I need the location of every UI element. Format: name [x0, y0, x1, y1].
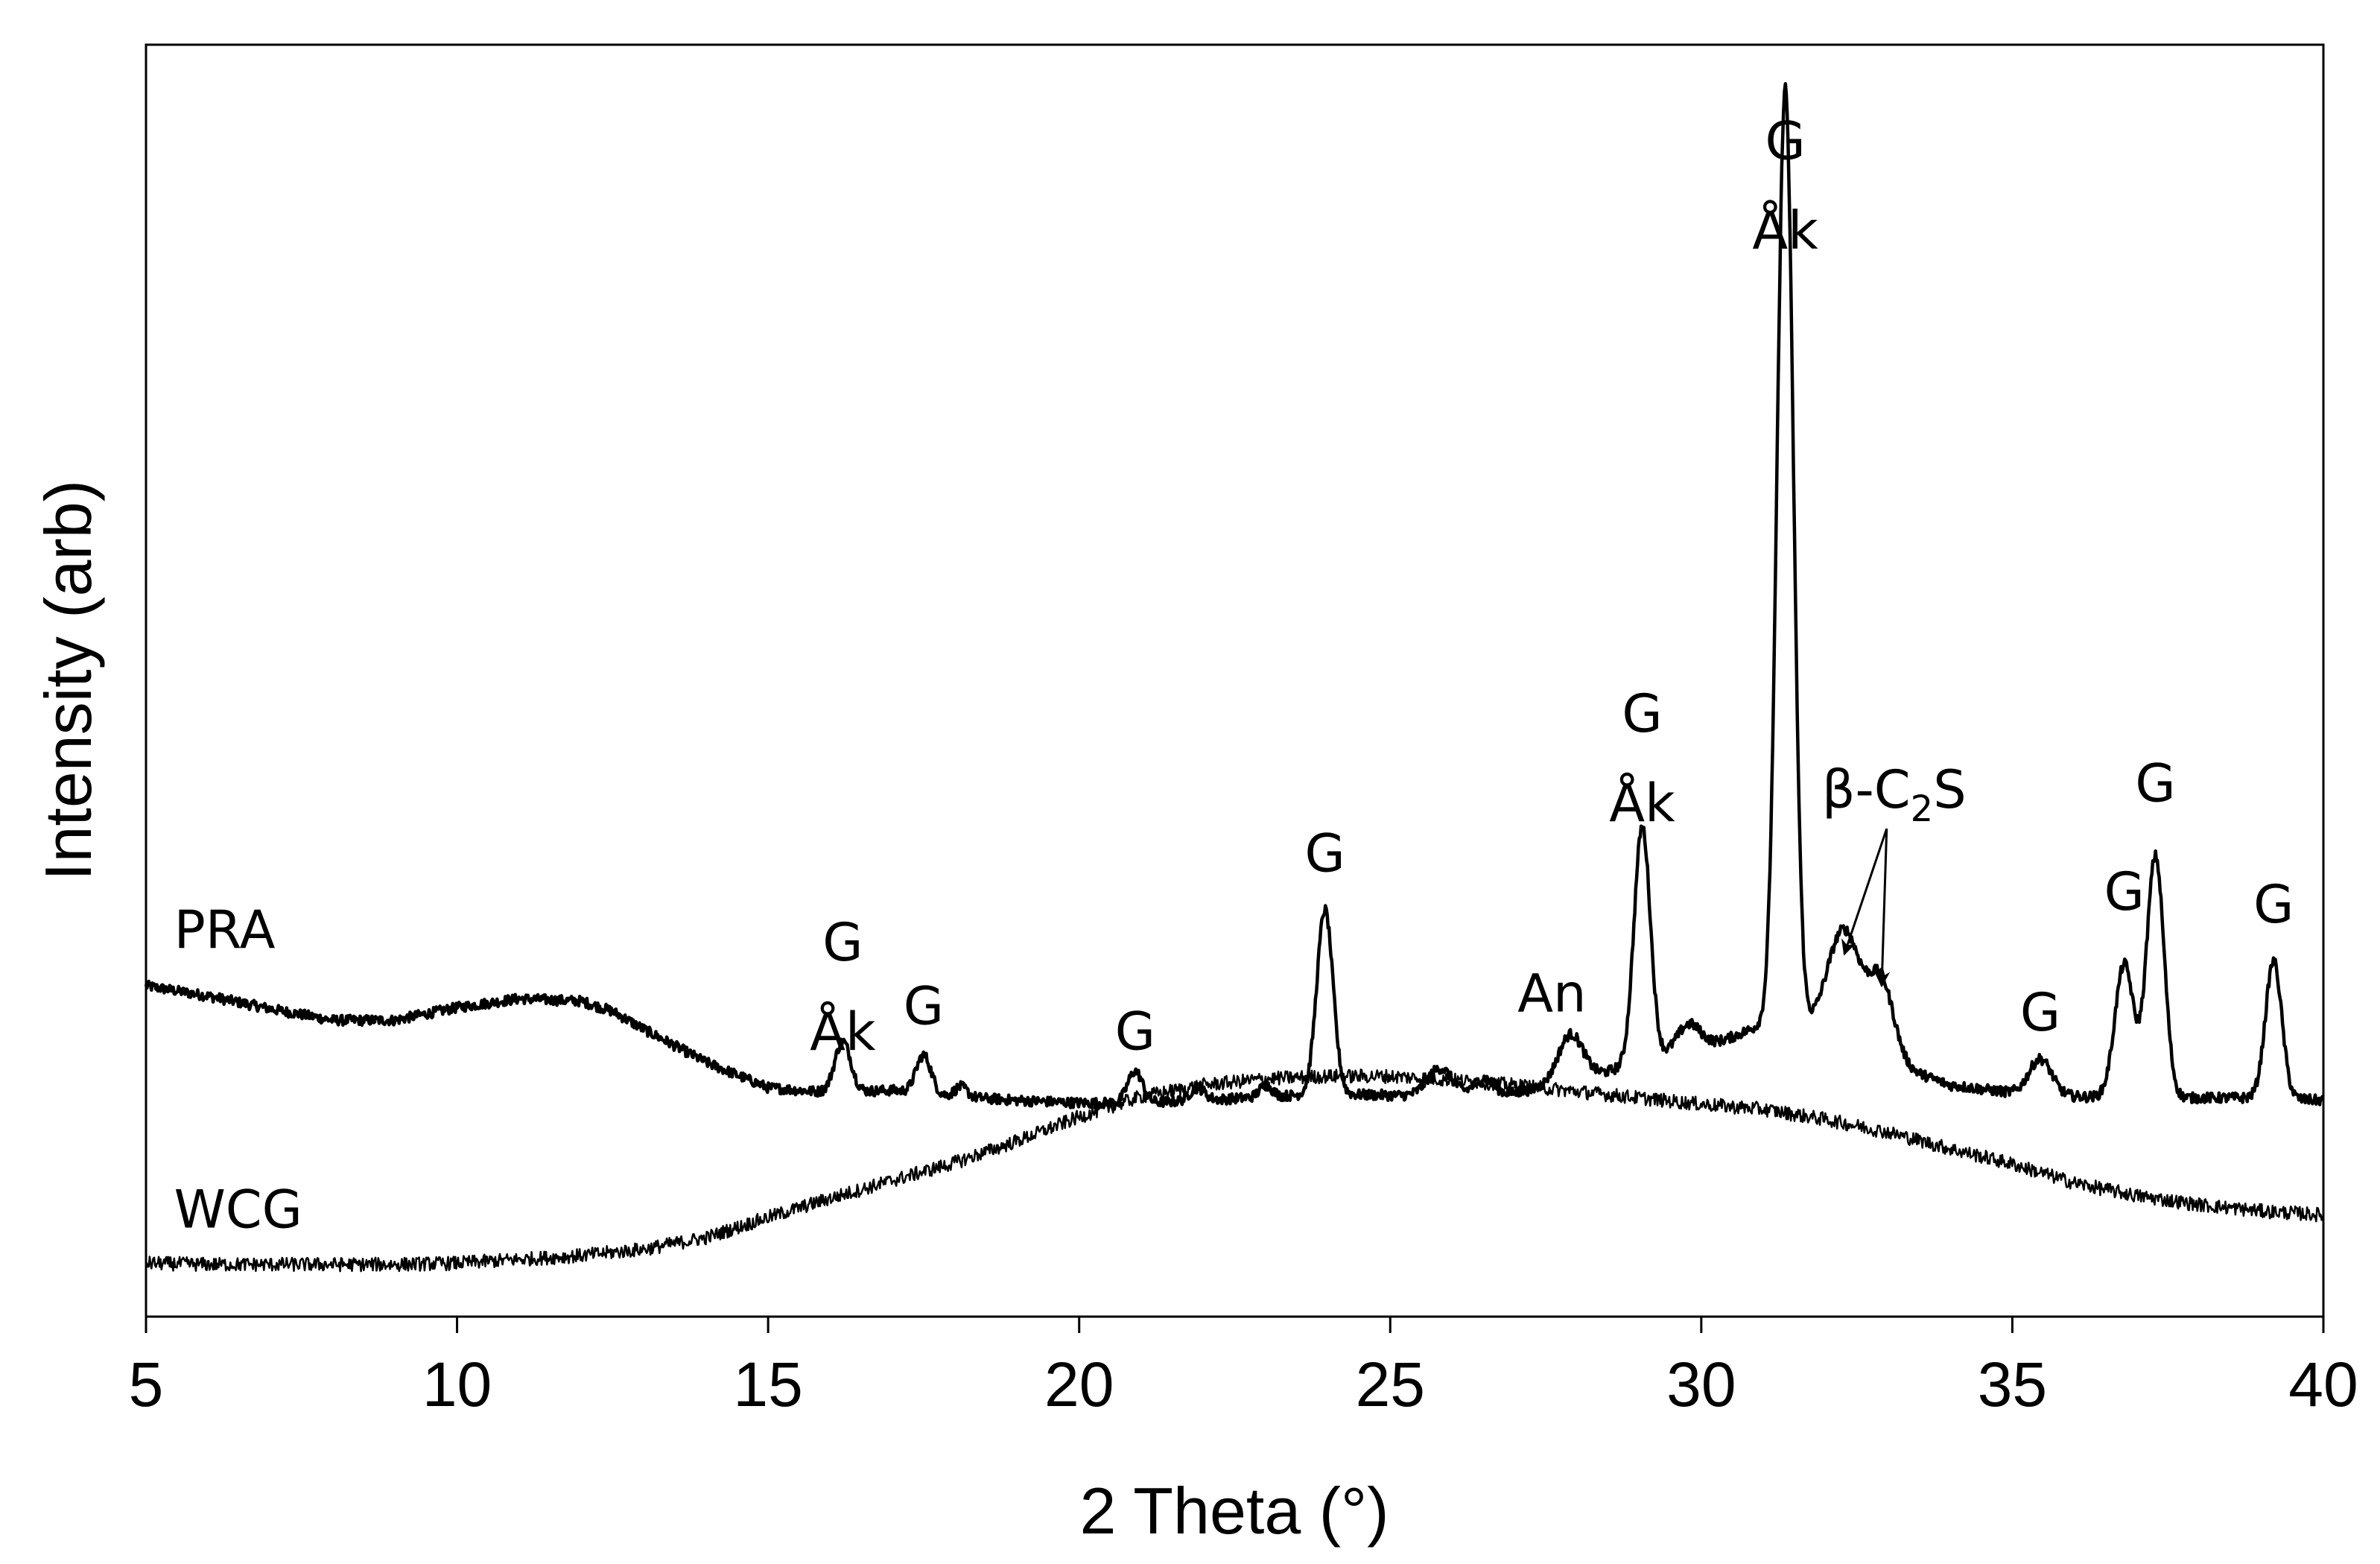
peak-label: G Åk [1752, 111, 1818, 262]
peak-label: An [1517, 963, 1586, 1024]
x-axis-title: 2 Theta (°) [1079, 1474, 1389, 1548]
peak-label: G Åk [810, 912, 876, 1063]
peak-label: G [2253, 874, 2294, 935]
series-label-wcg: WCG [174, 1180, 302, 1241]
y-axis-title: Intensity (arb) [31, 480, 105, 881]
x-axis-ticks [145, 1317, 2325, 1333]
x-tick-label-40: 40 [2288, 1349, 2358, 1419]
x-tick-label-15: 15 [733, 1349, 802, 1419]
series-line-pra [144, 82, 2325, 1110]
peak-label: G [1115, 1001, 1155, 1063]
x-tick-label-35: 35 [1978, 1349, 2047, 1419]
series-label-pra: PRA [174, 899, 276, 960]
series-line-wcg [145, 1068, 2325, 1273]
x-tick-label-10: 10 [422, 1349, 492, 1419]
x-axis-tick-labels: 5 10 15 20 25 30 35 40 [129, 1349, 2358, 1419]
peak-label: G [2135, 753, 2175, 814]
peak-label: G Åk [1609, 683, 1675, 834]
beta-c2s-arrow-2 [1874, 829, 1891, 988]
x-tick-label-30: 30 [1666, 1349, 1736, 1419]
series-labels: PRA WCG [174, 899, 302, 1241]
series-layer [144, 82, 2325, 1273]
peak-label: G [2104, 861, 2145, 922]
plot-area-frame [145, 43, 2325, 1318]
beta-c2s-arrow-1 [1841, 828, 1888, 956]
peak-label: G [904, 975, 944, 1036]
peak-label: G [1304, 823, 1345, 884]
x-tick-label-25: 25 [1356, 1349, 1425, 1419]
x-tick-label-20: 20 [1044, 1349, 1114, 1419]
x-tick-label-5: 5 [129, 1349, 164, 1419]
beta-c2s-label: β-C2S [1822, 759, 1967, 830]
peak-label: G [2020, 982, 2060, 1043]
